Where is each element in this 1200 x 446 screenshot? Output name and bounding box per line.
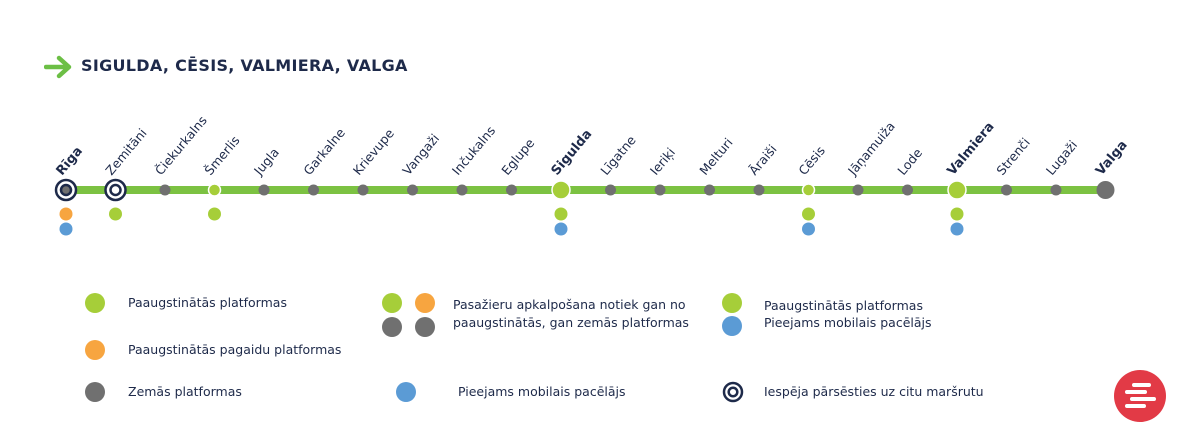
station-label-garkalne: Garkalne bbox=[300, 125, 348, 178]
station-marker-garkalne bbox=[308, 184, 319, 196]
station-marker-stren-i bbox=[1001, 184, 1012, 196]
legend-blue-dot bbox=[396, 382, 416, 402]
station-marker-valmiera bbox=[947, 180, 967, 200]
legend-green-dot bbox=[85, 293, 105, 313]
legend-mobile-lift-2: Pieejams mobilais pacēlājs bbox=[764, 315, 932, 330]
legend-mixed-orange-dot bbox=[415, 293, 435, 313]
legend-mixed-line1: Pasažieru apkalpošana notiek gan no bbox=[453, 297, 686, 312]
station-marker-l-gatne bbox=[605, 184, 616, 196]
station-marker-krievupe bbox=[357, 184, 369, 196]
legend-raised-platforms: Paaugstinātās platformas bbox=[128, 295, 287, 310]
legend-blue-dot-2 bbox=[722, 316, 742, 336]
station-label-melturi: Melturi bbox=[696, 135, 735, 178]
brand-logo bbox=[1114, 370, 1166, 422]
station-label-lode: Lode bbox=[894, 145, 925, 178]
station-label--merlis: Šmerlis bbox=[201, 133, 242, 178]
station-marker-j-amui-a bbox=[852, 184, 864, 196]
platform-dot-green bbox=[554, 207, 568, 221]
station-label-valmiera: Valmiera bbox=[945, 119, 998, 178]
station-marker-valga bbox=[1096, 181, 1115, 199]
station-label-luga-i: Lugaži bbox=[1043, 137, 1080, 178]
legend-green-dot-2 bbox=[722, 293, 742, 313]
legend-transfer: Iespēja pārsēsties uz citu maršrutu bbox=[764, 384, 984, 399]
station-marker-jugla bbox=[258, 184, 270, 196]
station-label-ieri-i: Ieriķi bbox=[647, 145, 678, 178]
legend-gray-dot bbox=[85, 382, 105, 402]
platform-dot-green bbox=[208, 207, 221, 221]
station-label-jugla: Jugla bbox=[250, 145, 282, 179]
station-marker-c-sis bbox=[801, 183, 816, 197]
station-marker-ieri-i bbox=[654, 184, 666, 196]
platform-dot-green bbox=[109, 207, 122, 221]
station-marker--rai-i bbox=[753, 184, 765, 196]
station-label-krievupe: Krievupe bbox=[350, 126, 397, 178]
route-title: SIGULDA, CĒSIS, VALMIERA, VALGA bbox=[81, 56, 408, 75]
legend-raised-partial-platforms: Paaugstinātās pagaidu platformas bbox=[128, 342, 342, 357]
legend-orange-dot bbox=[85, 340, 105, 360]
station-label-stren-i: Strenči bbox=[993, 135, 1033, 178]
platform-dot-green bbox=[802, 207, 815, 221]
legend-mixed-gray-dot-1 bbox=[382, 317, 402, 337]
station-marker-eglupe bbox=[506, 184, 517, 196]
legend-low-platforms: Zemās platformas bbox=[128, 384, 242, 399]
station-label-valga: Valga bbox=[1093, 138, 1131, 179]
legend-mobile-lift: Pieejams mobilais pacēlājs bbox=[458, 384, 626, 399]
station-label-l-gatne: Līgatne bbox=[597, 132, 639, 178]
station-label-zemit-ni: Zemitāni bbox=[102, 125, 149, 177]
station-label-vanga-i: Vangaži bbox=[399, 131, 442, 178]
station-marker-vanga-i bbox=[407, 184, 418, 196]
legend-mixed-line2: paaugstinātās, gan zemās platformas bbox=[453, 315, 689, 330]
station-marker-lode bbox=[902, 184, 913, 196]
transfer-icon bbox=[722, 381, 744, 403]
station-marker-luga-i bbox=[1050, 184, 1062, 196]
platform-dot-green bbox=[950, 207, 964, 221]
station-marker--merlis bbox=[207, 183, 222, 197]
station-marker-r-ga bbox=[59, 183, 73, 197]
station-marker--iekurkalns bbox=[159, 184, 171, 196]
station-label-in-ukalns: Inčukalns bbox=[449, 123, 498, 178]
platform-dot-blue bbox=[802, 222, 815, 236]
logo-icon bbox=[1125, 383, 1156, 408]
station-label--rai-i: Āraiši bbox=[746, 142, 780, 178]
station-label-eglupe: Eglupe bbox=[498, 135, 537, 178]
station-marker-in-ukalns bbox=[456, 184, 468, 196]
platform-dot-blue bbox=[59, 222, 73, 236]
platform-dot-blue bbox=[950, 222, 964, 236]
station-marker-zemit-ni bbox=[109, 183, 122, 197]
station-label-r-ga: Rīga bbox=[54, 144, 86, 179]
station-marker-melturi bbox=[704, 184, 715, 196]
legend-raised-platforms-2: Paaugstinātās platformas bbox=[764, 298, 923, 313]
legend-mixed-gray-dot-2 bbox=[415, 317, 435, 337]
platform-dot-blue bbox=[554, 222, 568, 236]
station-label-sigulda: Sigulda bbox=[549, 127, 596, 179]
station-marker-sigulda bbox=[551, 180, 571, 200]
station-label-c-sis: Cēsis bbox=[795, 143, 828, 178]
arrow-right-icon bbox=[44, 55, 72, 79]
legend-mixed-green-dot bbox=[382, 293, 402, 313]
station-label-j-amui-a: Jāņamuiža bbox=[844, 119, 898, 179]
platform-dot-orange bbox=[59, 207, 73, 221]
